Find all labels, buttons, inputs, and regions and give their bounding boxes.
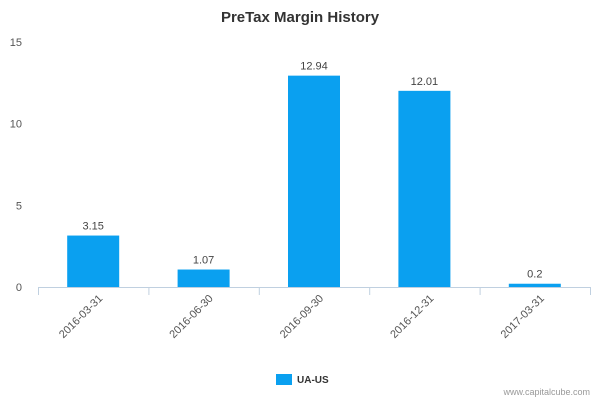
x-tick-label: 2017-03-31	[499, 293, 547, 341]
source-credit: www.capitalcube.com	[502, 387, 590, 397]
y-tick-label: 10	[10, 119, 22, 131]
bar[interactable]	[398, 90, 451, 287]
x-tick-label: 2016-12-31	[388, 293, 436, 341]
bar[interactable]	[288, 75, 340, 287]
bar[interactable]	[177, 269, 230, 287]
bar-series	[67, 75, 561, 287]
y-tick-label: 5	[16, 200, 22, 212]
legend-label[interactable]: UA-US	[297, 375, 329, 386]
x-axis-tick-marks	[38, 287, 591, 295]
x-tick-label: 2016-06-30	[167, 293, 215, 341]
x-tick-label: 2016-03-31	[57, 293, 105, 341]
bar[interactable]	[67, 235, 120, 287]
data-label: 12.01	[411, 76, 439, 88]
y-tick-label: 0	[16, 282, 22, 294]
data-label: 0.2	[527, 269, 542, 281]
x-axis-tick-labels: 2016-03-31 2016-06-30 2016-09-30 2016-12-31…	[57, 293, 547, 341]
data-label: 3.15	[82, 221, 103, 233]
data-labels: 3.15 1.07 12.94 12.01 0.2	[82, 61, 542, 281]
data-label: 12.94	[300, 61, 328, 73]
data-label: 1.07	[193, 255, 214, 267]
legend-swatch[interactable]	[276, 374, 292, 385]
x-tick-label: 2016-09-30	[278, 293, 326, 341]
bar[interactable]	[508, 283, 561, 287]
legend[interactable]: UA-US	[276, 374, 329, 386]
y-tick-label: 15	[10, 37, 22, 49]
y-axis-tick-labels: 0 5 10 15	[10, 37, 22, 294]
chart-title: PreTax Margin History	[221, 9, 380, 26]
